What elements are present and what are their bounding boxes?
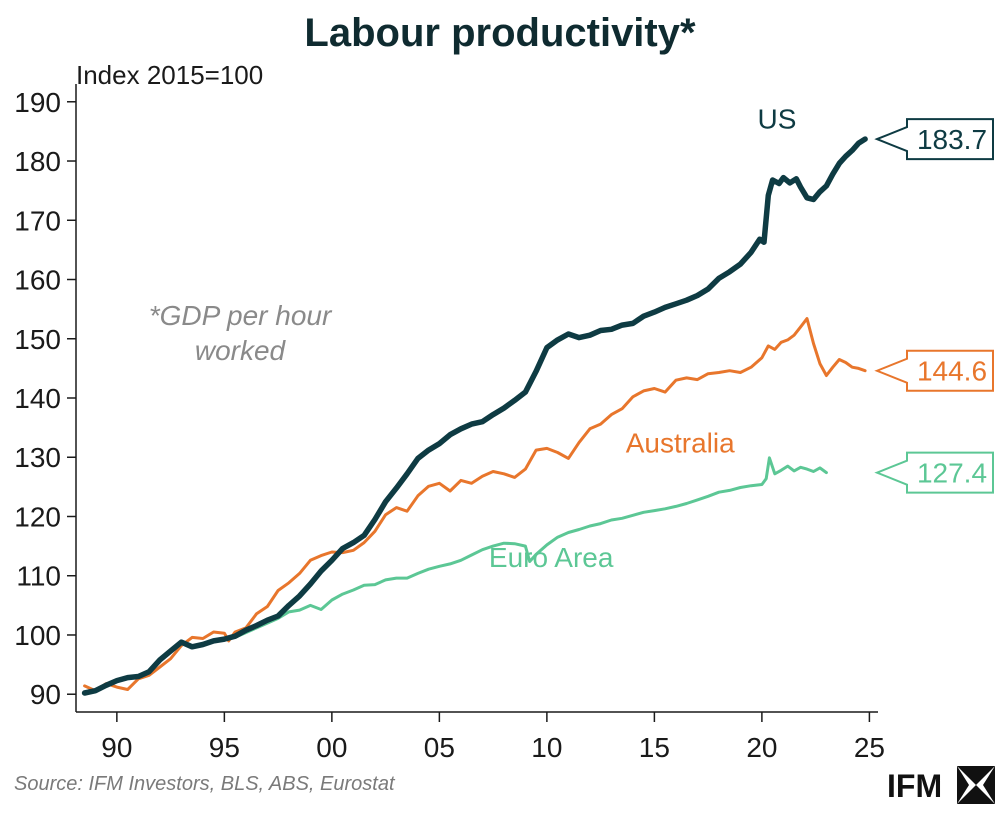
x-tick-label: 20: [746, 732, 777, 763]
y-tick-label: 110: [16, 561, 61, 592]
series-lines: [85, 139, 866, 693]
footnote-line-2: worked: [195, 335, 287, 366]
series-line-us: [85, 139, 866, 693]
ifm-logo-text: IFM: [887, 768, 942, 804]
series-label-us: US: [757, 103, 796, 134]
x-tick-label: 00: [316, 732, 347, 763]
y-tick-label: 150: [14, 324, 61, 355]
y-tick-label: 140: [14, 383, 61, 414]
footnote-line-1: *GDP per hour: [149, 300, 333, 331]
end-value-label-us: 183.7: [917, 124, 987, 155]
y-axis-label: Index 2015=100: [76, 60, 263, 90]
y-tick-label: 120: [14, 501, 61, 532]
ifm-logo: IFM: [887, 766, 995, 804]
series-line-australia: [85, 319, 866, 691]
end-value-callouts: 183.7 144.6 127.4: [877, 119, 993, 493]
series-labels: US Australia Euro Area: [489, 103, 796, 572]
ifm-logo-mark-icon: [957, 766, 995, 804]
end-value-label-australia: 144.6: [917, 356, 987, 387]
y-tick-label: 170: [14, 205, 61, 236]
x-tick-label: 90: [101, 732, 132, 763]
series-label-euro-area: Euro Area: [489, 542, 614, 573]
y-tick-label: 90: [30, 679, 61, 710]
x-tick-label: 25: [854, 732, 885, 763]
labour-productivity-chart: Labour productivity* Index 2015=100 90 10…: [0, 0, 1000, 813]
series-label-australia: Australia: [626, 428, 735, 459]
y-tick-label: 100: [14, 620, 61, 651]
end-value-label-euro-area: 127.4: [917, 458, 987, 489]
y-tick-label: 180: [14, 146, 61, 177]
axes: 90 100 110 120 130 140 150 160 170 180 190 90 95 00 05…: [14, 84, 885, 763]
y-tick-label: 130: [14, 442, 61, 473]
y-tick-label: 160: [14, 265, 61, 296]
y-tick-label: 190: [14, 87, 61, 118]
x-tick-label: 10: [531, 732, 562, 763]
chart-title: Labour productivity*: [304, 11, 696, 55]
source-note: Source: IFM Investors, BLS, ABS, Eurosta…: [14, 773, 396, 795]
x-tick-label: 15: [639, 732, 670, 763]
x-tick-label: 05: [424, 732, 455, 763]
x-tick-label: 95: [209, 732, 240, 763]
